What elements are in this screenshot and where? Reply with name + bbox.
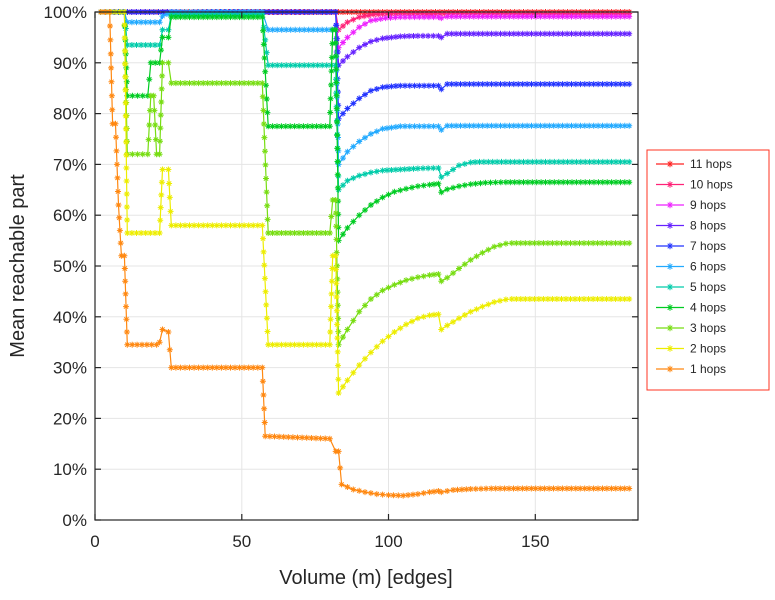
legend-item-label: 3 hops [690,321,726,335]
tick-labels: 0 50 100 150 0% 10% 20% 30% 40% 50% 60% 70% 80% 90% 10… [44,3,550,551]
series-markers [97,9,633,193]
legend-box [646,149,770,391]
legend-marker-icon [666,242,674,250]
legend-item: 1 hops [656,362,726,376]
y-tick-label: 40% [53,308,87,327]
legend-marker-icon [666,201,674,209]
y-tick-label: 70% [53,155,87,174]
legend-item-label: 10 hops [690,178,733,192]
legend-marker-icon [666,160,674,168]
legend-marker-icon [666,181,674,188]
legend-item-label: 4 hops [690,301,726,315]
series-2-hops [97,9,633,396]
legend-item: 10 hops [656,178,733,192]
legend-item: 6 hops [656,260,726,274]
legend-marker-icon [666,324,674,332]
legend-item: 7 hops [656,239,726,253]
series-line [100,11,630,395]
x-tick-label: 50 [232,532,251,551]
y-tick-label: 100% [44,3,87,22]
y-tick-label: 80% [53,105,87,124]
legend-marker-icon [666,345,674,352]
legend-item: 5 hops [656,280,726,294]
gridlines [95,12,638,520]
y-tick-label: 30% [53,359,87,378]
legend-item: 2 hops [656,342,726,356]
y-axis-label: Mean reachable part [7,174,29,358]
legend-marker-icon [666,222,674,229]
legend-item-label: 5 hops [690,280,726,294]
legend-item: 9 hops [656,198,726,212]
y-tick-label: 0% [62,511,87,530]
y-tick-label: 60% [53,206,87,225]
series-5-hops [97,9,633,193]
y-tick-label: 10% [53,460,87,479]
legend-item-label: 2 hops [690,342,726,356]
x-tick-label: 100 [374,532,402,551]
legend-item-label: 7 hops [690,239,726,253]
legend-item: 3 hops [656,321,726,335]
legend-marker-icon [666,304,674,311]
legend-item-label: 9 hops [690,198,726,212]
series-line [100,11,630,347]
legend-item-label: 11 hops [690,157,732,171]
axes-frame [94,11,639,521]
x-tick-label: 150 [521,532,549,551]
legend-item-label: 6 hops [690,260,726,274]
x-axis-label: Volume (m) [edges] [279,567,452,589]
y-tick-label: 90% [53,54,87,73]
legend-item: 8 hops [656,219,726,233]
x-tick-label: 0 [90,532,99,551]
series-markers [97,9,633,396]
legend-marker-icon [666,263,674,270]
data-series-layer [97,9,633,499]
legend: 11 hops 10 hops 9 hops 8 hops 7 hops 6 hops 5 … [646,149,770,391]
y-tick-label: 20% [53,409,87,428]
legend-item: 4 hops [656,301,726,315]
y-tick-label: 50% [53,257,87,276]
legend-marker-icon [666,365,674,373]
legend-item-label: 8 hops [690,219,726,233]
legend-item-label: 1 hops [690,362,726,376]
legend-item: 11 hops [656,157,732,171]
series-line [100,11,630,121]
legend-marker-icon [666,283,674,291]
